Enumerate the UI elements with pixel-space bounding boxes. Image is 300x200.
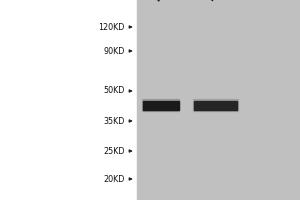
Text: 120KD: 120KD — [98, 22, 124, 31]
Text: 50KD: 50KD — [103, 86, 124, 95]
Text: 35KD: 35KD — [103, 116, 124, 126]
Bar — [136, 0, 300, 200]
Bar — [142, 99, 179, 111]
Text: 20KD: 20KD — [103, 174, 124, 184]
Bar — [194, 101, 237, 110]
Text: Heart: Heart — [153, 0, 178, 3]
Bar — [142, 101, 178, 110]
Text: 25KD: 25KD — [103, 146, 124, 156]
Text: 90KD: 90KD — [103, 46, 124, 55]
Bar — [193, 99, 238, 111]
Text: Kidney: Kidney — [207, 0, 236, 3]
